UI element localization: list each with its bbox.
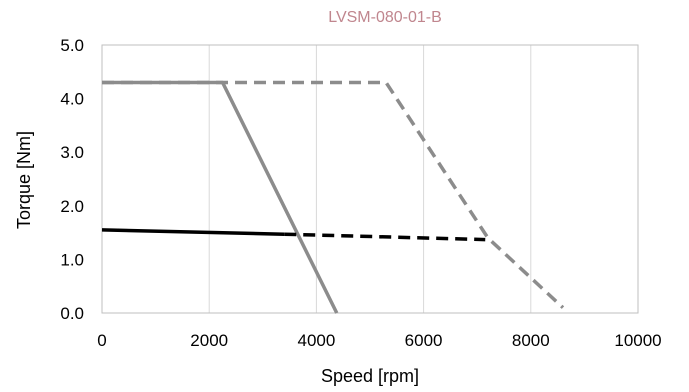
x-tick-label: 6000 <box>405 331 443 350</box>
y-tick-labels: 0.0 1.0 2.0 3.0 4.0 5.0 <box>60 36 84 323</box>
x-tick-labels: 0 2000 4000 6000 8000 10000 <box>97 331 661 350</box>
series-line-2 <box>101 228 285 236</box>
y-tick-label: 3.0 <box>60 143 84 162</box>
x-tick-label: 8000 <box>512 331 550 350</box>
series-line-4 <box>284 232 486 242</box>
x-tick-label: 2000 <box>190 331 228 350</box>
grid-lines <box>208 45 532 313</box>
x-tick-label: 4000 <box>297 331 335 350</box>
series-line-3 <box>102 80 565 309</box>
series-line-1 <box>102 80 339 314</box>
y-tick-label: 2.0 <box>60 197 84 216</box>
y-tick-label: 4.0 <box>60 90 84 109</box>
plot-area-frame <box>101 44 639 314</box>
y-axis-title: Torque [Nm] <box>14 131 34 229</box>
x-tick-label: 10000 <box>614 331 661 350</box>
chart-title: LVSM-080-01-B <box>328 9 442 26</box>
x-axis-title: Speed [rpm] <box>321 366 419 386</box>
y-tick-label: 0.0 <box>60 304 84 323</box>
x-tick-label: 0 <box>97 331 106 350</box>
series-lines <box>101 80 565 314</box>
y-tick-label: 5.0 <box>60 36 84 55</box>
y-tick-label: 1.0 <box>60 250 84 269</box>
